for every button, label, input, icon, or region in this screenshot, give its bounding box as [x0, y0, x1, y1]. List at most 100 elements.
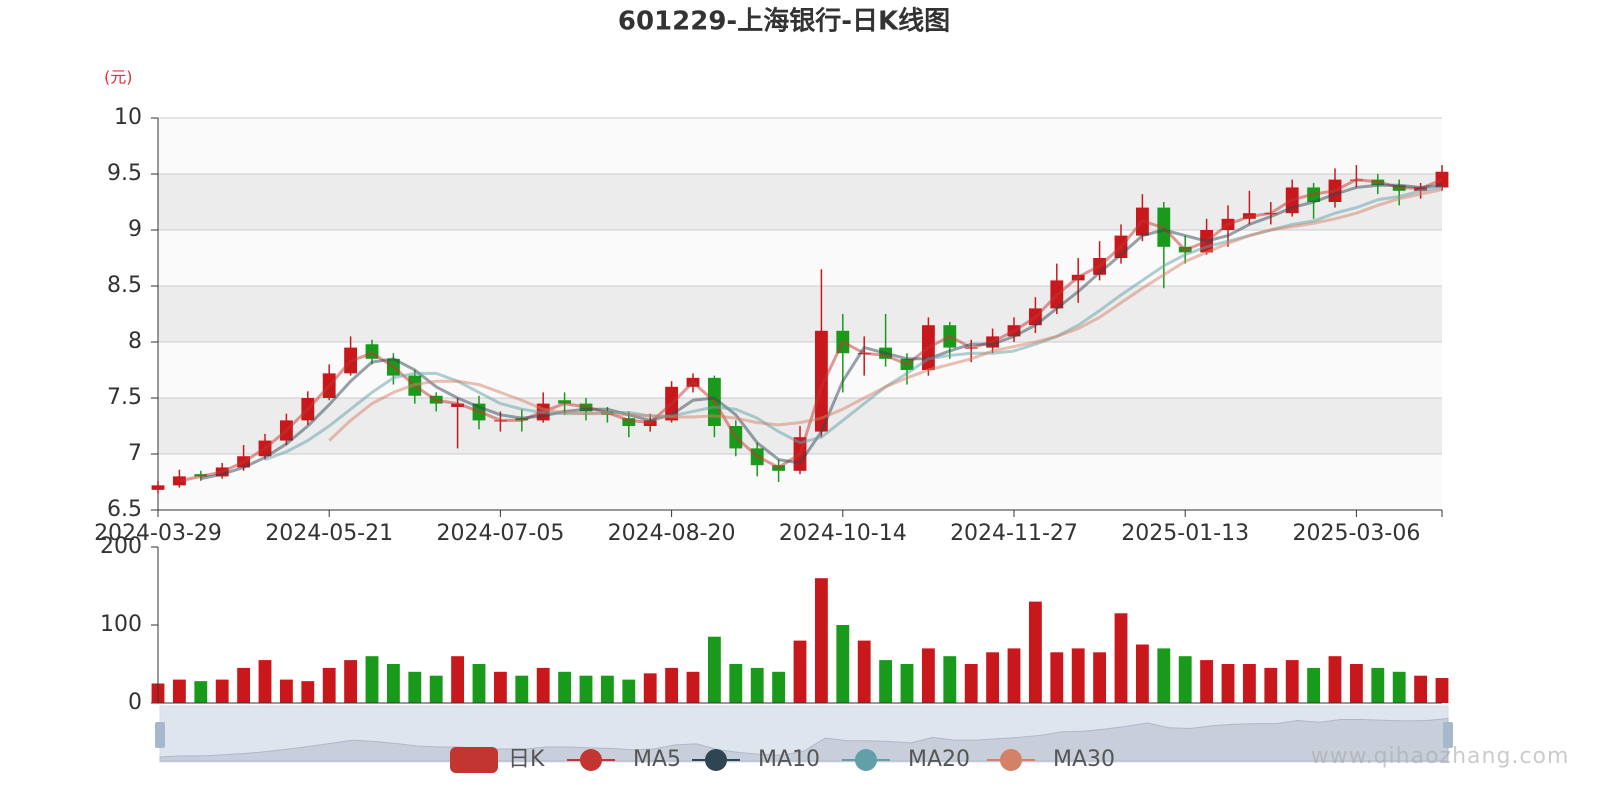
candle-body — [622, 418, 636, 426]
split-area — [158, 118, 1442, 174]
y-axis-name: (元) — [104, 68, 133, 87]
volume-bar — [772, 671, 786, 703]
volume-bar — [1414, 675, 1428, 703]
volume-bar — [750, 667, 764, 703]
x-tick-label: 2024-07-05 — [436, 521, 564, 546]
y-tick-label: 100 — [100, 612, 142, 637]
volume-bar — [921, 648, 935, 703]
volume-bar — [279, 679, 293, 703]
candle-body — [558, 400, 572, 404]
x-tick-label: 2024-03-29 — [94, 521, 222, 546]
volume-bar — [365, 656, 379, 703]
legend-label: MA10 — [758, 747, 820, 772]
y-tick-label: 7 — [128, 441, 142, 466]
volume-bar — [515, 675, 529, 703]
volume-bar — [857, 640, 871, 703]
legend-icon-dot — [855, 749, 877, 771]
legend-label: 日K — [508, 747, 545, 772]
volume-bar — [429, 675, 443, 703]
volume-bar — [1242, 664, 1256, 703]
x-tick-label: 2024-10-14 — [779, 521, 907, 546]
volume-bar — [258, 660, 272, 703]
volume-bar — [1307, 667, 1321, 703]
volume-bar — [493, 671, 507, 703]
volume-bar — [1264, 667, 1278, 703]
volume-bar — [729, 664, 743, 703]
volume-bar — [1221, 664, 1235, 703]
volume-bar — [194, 681, 208, 703]
volume-bar — [344, 660, 358, 703]
volume-bar — [1114, 613, 1128, 703]
x-tick-label: 2025-01-13 — [1121, 521, 1249, 546]
legend-icon-dot — [705, 749, 727, 771]
volume-bar — [172, 679, 186, 703]
y-tick-label: 8.5 — [107, 273, 142, 298]
volume-bar — [1392, 671, 1406, 703]
volume-bar — [1328, 656, 1342, 703]
legend-icon-dot — [1000, 749, 1022, 771]
legend-icon-dot — [580, 749, 602, 771]
volume-bar — [215, 679, 229, 703]
ma-line — [328, 188, 1443, 442]
split-area — [158, 286, 1442, 342]
volume-bar — [1050, 652, 1064, 703]
volume-bar — [879, 660, 893, 703]
volume-bar — [622, 679, 636, 703]
volume-bar — [237, 667, 251, 703]
volume-bar — [943, 656, 957, 703]
volume-bar — [301, 681, 315, 703]
y-tick-label: 6.5 — [107, 497, 142, 522]
volume-bar — [1371, 667, 1385, 703]
legend-label: MA5 — [633, 747, 681, 772]
y-tick-label: 9 — [128, 217, 142, 242]
volume-bar — [1435, 678, 1449, 703]
watermark: www.qihaozhang.com — [1311, 744, 1570, 769]
volume-bar — [536, 667, 550, 703]
volume-bar — [665, 667, 679, 703]
chart-title: 601229-上海银行-日K线图 — [618, 6, 950, 37]
volume-bar — [1007, 648, 1021, 703]
x-tick-label: 2024-11-27 — [950, 521, 1078, 546]
x-tick-label: 2024-08-20 — [608, 521, 736, 546]
volume-bar — [686, 671, 700, 703]
volume-bar — [707, 636, 721, 703]
y-tick-label: 8 — [128, 329, 142, 354]
volume-bar — [322, 667, 336, 703]
volume-bar — [600, 675, 614, 703]
zoom-handle-right[interactable] — [1443, 722, 1453, 748]
volume-bar — [1349, 664, 1363, 703]
legend-icon — [450, 747, 498, 773]
volume-bar — [1178, 656, 1192, 703]
candle-body — [451, 403, 465, 407]
candle-body — [151, 485, 165, 490]
volume-bar — [793, 640, 807, 703]
y-tick-label: 7.5 — [107, 385, 142, 410]
volume-bar — [472, 664, 486, 703]
y-tick-label: 9.5 — [107, 161, 142, 186]
volume-bar — [386, 664, 400, 703]
ma-line — [200, 183, 1443, 481]
volume-bar — [814, 578, 828, 703]
zoom-handle-left[interactable] — [155, 722, 165, 748]
volume-bar — [1093, 652, 1107, 703]
volume-bar — [986, 652, 1000, 703]
y-tick-label: 10 — [114, 105, 142, 130]
candle-body — [814, 330, 828, 432]
y-tick-label: 200 — [100, 534, 142, 559]
volume-bar — [1157, 648, 1171, 703]
volume-bar — [558, 671, 572, 703]
volume-bar — [451, 656, 465, 703]
volume-bar — [579, 675, 593, 703]
legend-label: MA20 — [908, 747, 970, 772]
volume-bar — [643, 673, 657, 703]
y-tick-label: 0 — [128, 690, 142, 715]
volume-bar — [408, 671, 422, 703]
volume-bar — [1071, 648, 1085, 703]
volume-bar — [1135, 644, 1149, 703]
volume-bar — [900, 664, 914, 703]
volume-bar — [1200, 660, 1214, 703]
x-tick-label: 2025-03-06 — [1292, 521, 1420, 546]
split-area — [158, 230, 1442, 286]
volume-bar — [836, 625, 850, 703]
